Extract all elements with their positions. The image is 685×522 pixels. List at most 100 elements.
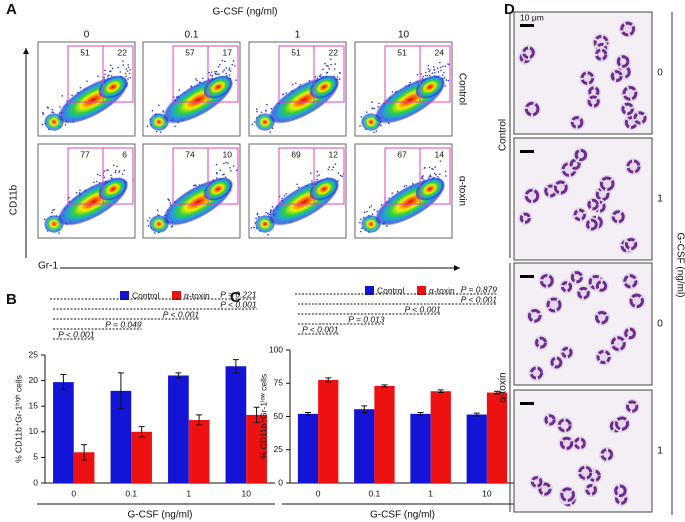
nucleus — [623, 274, 638, 289]
event-dot — [338, 78, 341, 80]
event-dot — [174, 125, 176, 128]
event-dot — [341, 175, 343, 178]
x-tick-label: 1 — [428, 488, 433, 498]
event-dot — [149, 217, 151, 219]
event-dot — [51, 108, 54, 111]
event-dot — [195, 78, 197, 80]
nucleus — [550, 356, 563, 369]
event-dot — [227, 162, 229, 164]
event-dot — [371, 213, 374, 215]
x-axis-label: G-CSF (ng/ml) — [128, 510, 193, 521]
event-dot — [221, 59, 224, 62]
event-dot — [224, 60, 226, 63]
event-dot — [416, 73, 419, 76]
nucleus — [610, 70, 623, 83]
event-dot — [373, 208, 375, 211]
dose-value: 1 — [657, 194, 663, 205]
event-dot — [108, 70, 111, 73]
event-dot — [229, 166, 231, 169]
nucleus — [624, 237, 638, 251]
nucleus — [574, 148, 588, 162]
event-dot — [232, 165, 235, 167]
row-label: Control — [456, 73, 467, 105]
y-tick-label: 25 — [29, 349, 39, 359]
event-dot — [117, 66, 119, 69]
nucleus — [620, 21, 636, 37]
event-dot — [260, 111, 263, 114]
event-dot — [208, 71, 211, 74]
nucleus — [589, 215, 603, 229]
annotation: P < 0.001 — [220, 299, 257, 309]
scale-bar — [520, 150, 534, 153]
event-dot — [51, 211, 53, 214]
event-dot — [437, 175, 439, 178]
event-dot — [378, 102, 380, 105]
gate — [172, 45, 239, 103]
panel-label: C — [230, 289, 241, 306]
event-dot — [196, 79, 198, 82]
event-dot — [47, 107, 50, 109]
error-bar — [381, 384, 388, 388]
event-dot — [129, 68, 131, 71]
event-dot — [426, 74, 429, 77]
group-label: α-toxin — [498, 372, 509, 402]
event-dot — [283, 194, 286, 197]
event-dot — [228, 69, 230, 71]
event-dot — [325, 64, 328, 67]
event-dot — [86, 80, 88, 82]
y-tick-label: 0 — [278, 477, 283, 487]
event-dot — [104, 73, 106, 76]
gate — [67, 45, 134, 103]
event-dot — [79, 86, 82, 89]
event-dot — [255, 217, 257, 220]
annotation: P = 0.879 — [461, 284, 498, 294]
legend-swatch — [365, 286, 374, 295]
event-dot — [127, 66, 130, 69]
event-dot — [428, 166, 431, 169]
bar — [430, 391, 451, 483]
event-dot — [437, 71, 440, 73]
density — [98, 75, 128, 99]
x-tick-label: 0 — [316, 488, 321, 498]
event-dot — [178, 89, 181, 91]
nucleus — [596, 349, 611, 365]
annotation: P = 0.221 — [220, 289, 257, 299]
error-bar — [473, 412, 480, 417]
event-dot — [391, 91, 394, 93]
event-dot — [428, 70, 430, 73]
bar — [410, 413, 431, 483]
event-dot — [59, 106, 61, 108]
event-dot — [365, 111, 368, 113]
event-dot — [118, 171, 120, 174]
quadrant-value: 74 — [185, 149, 195, 159]
nucleus — [625, 400, 639, 413]
event-dot — [123, 169, 126, 172]
event-dot — [368, 206, 371, 209]
y-tick-label: 15 — [29, 400, 39, 410]
event-dot — [75, 191, 78, 194]
bar — [374, 385, 395, 483]
gate — [172, 147, 239, 205]
y-tick-label: 50 — [274, 411, 284, 421]
event-dot — [167, 198, 169, 200]
quadrant-value: 22 — [329, 47, 339, 57]
event-dot — [360, 218, 362, 220]
nucleus — [553, 180, 568, 195]
event-dot — [371, 101, 373, 103]
event-dot — [106, 75, 109, 78]
event-dot — [210, 74, 212, 76]
event-dot — [359, 125, 361, 127]
event-dot — [432, 66, 435, 68]
event-dot — [435, 174, 437, 176]
event-dot — [327, 168, 330, 171]
event-dot — [336, 76, 339, 78]
event-dot — [380, 124, 382, 127]
nucleus — [561, 346, 573, 359]
event-dot — [215, 70, 218, 73]
x-tick-label: 0.1 — [368, 488, 380, 498]
nucleus — [616, 55, 630, 68]
quadrant-value: 77 — [80, 149, 90, 159]
quadrant-value: 10 — [223, 149, 233, 159]
event-dot — [334, 63, 337, 65]
